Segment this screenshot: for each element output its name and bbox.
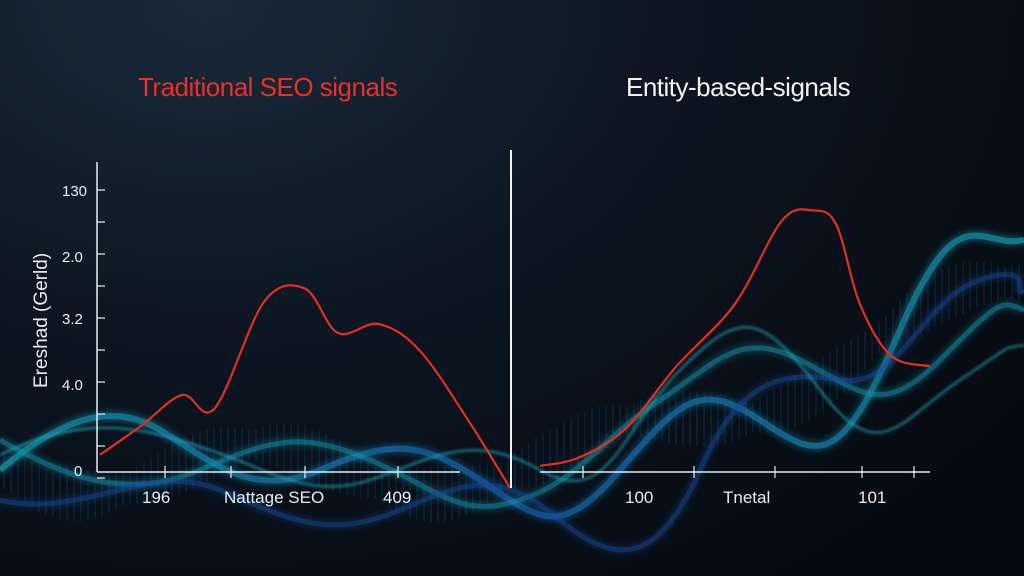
wave-line-3 — [0, 271, 1024, 553]
chart-left-y-axis-label: Ereshad (Gerld) — [31, 253, 52, 388]
chart-left-y-tick-label: 2.0 — [62, 249, 83, 266]
chart-left-y-tick-label: 0 — [74, 463, 82, 480]
wave-line-4 — [0, 325, 1024, 489]
chart-right: Entity-based-signals 100 Tnetal 101 — [539, 72, 931, 507]
background-waves — [0, 232, 1024, 553]
chart-left-y-tick-label: 130 — [62, 183, 87, 200]
chart-left-y-tick-marks — [97, 189, 105, 479]
chart-right-x-tick-label: Tnetal — [723, 488, 770, 507]
chart-left-y-tick-label: 3.2 — [62, 311, 83, 328]
chart-left-x-tick-label: Nattage SEO — [224, 488, 324, 507]
chart-left-series-line — [99, 284, 511, 489]
chart-right-series-line — [539, 208, 931, 467]
chart-right-x-tick-marks — [582, 466, 915, 478]
chart-left-x-tick-marks — [164, 466, 399, 478]
chart-right-title: Entity-based-signals — [626, 72, 851, 102]
chart-left: Traditional SEO signals 130 2.0 3.2 4.0 … — [31, 72, 511, 507]
chart-left-title: Traditional SEO signals — [138, 72, 398, 102]
chart-left-x-tick-label: 196 — [142, 488, 170, 507]
chart-right-x-tick-label: 101 — [858, 488, 886, 507]
wave-line-1 — [0, 232, 1024, 520]
chart-left-x-tick-label: 409 — [383, 488, 411, 507]
chart-right-x-tick-label: 100 — [625, 488, 653, 507]
chart-left-y-tick-label: 4.0 — [62, 377, 83, 394]
